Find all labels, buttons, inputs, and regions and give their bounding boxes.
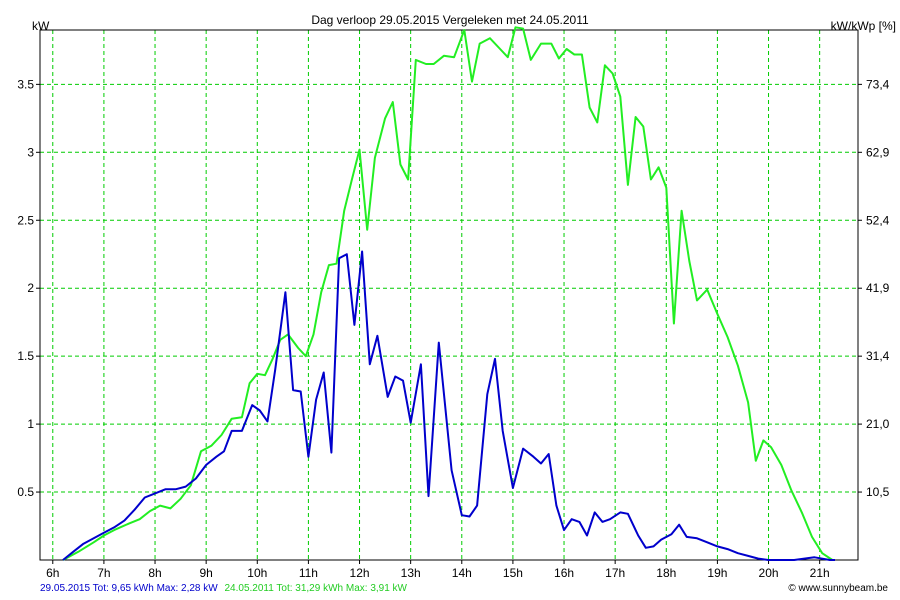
chart-title: Dag verloop 29.05.2015 Vergeleken met 24… [311,13,589,27]
legend-series-2011: 24.05.2011 Tot: 31,29 kWh Max: 3,91 kW [224,583,407,594]
x-tick-label: 6h [46,566,59,580]
x-tick-label: 11h [299,566,318,580]
y-axis-right-unit: kW/kWp [%] [831,19,896,33]
x-tick-label: 20h [759,566,779,580]
plot-frame [39,29,859,561]
credit-text: © www.sunnybeam.be [788,583,888,594]
tick-labels: 6h 7h 8h 9h 10h 11h 12h 13h 14h 15h 16h 17h 18h 19h 20… [17,77,889,580]
y-left-tick-label: 1 [27,417,34,431]
x-tick-label: 9h [199,566,212,580]
legend-series-2015: 29.05.2015 Tot: 9,65 kWh Max: 2,28 kW [40,583,218,594]
x-tick-label: 18h [656,566,676,580]
x-tick-label: 15h [503,566,523,580]
x-tick-label: 7h [97,566,110,580]
y-right-tick-label: 73,4 [866,77,890,91]
y-right-tick-label: 62,9 [866,145,890,159]
y-left-tick-label: 2 [27,281,34,295]
y-left-tick-label: 3.5 [17,77,34,91]
y-right-tick-label: 31,4 [866,349,890,363]
y-right-tick-label: 41,9 [866,281,890,295]
y-left-tick-label: 1.5 [17,349,34,363]
y-right-tick-label: 21,0 [866,417,890,431]
series-line-2015 [62,250,835,561]
x-tick-label: 19h [707,566,727,580]
y-left-tick-label: 3 [27,145,34,159]
x-tick-label: 17h [605,566,625,580]
y-left-tick-label: 2.5 [17,213,34,227]
y-right-tick-label: 52,4 [866,213,890,227]
x-tick-label: 10h [247,566,267,580]
series-lines [62,26,835,561]
y-axis-left-unit: kW [32,19,50,33]
x-tick-label: 14h [452,566,472,580]
x-tick-label: 21h [810,566,830,580]
footer-legend: 29.05.2015 Tot: 9,65 kWh Max: 2,28 kW 24… [40,583,407,594]
series-line-2011 [62,26,833,561]
y-right-tick-label: 10,5 [866,485,890,499]
axes [36,29,862,564]
x-tick-label: 16h [554,566,574,580]
x-tick-label: 8h [148,566,161,580]
x-tick-label: 12h [350,566,370,580]
y-left-tick-label: 0.5 [17,485,34,499]
grid [40,30,858,560]
plot-area [40,30,858,560]
x-tick-label: 13h [401,566,421,580]
